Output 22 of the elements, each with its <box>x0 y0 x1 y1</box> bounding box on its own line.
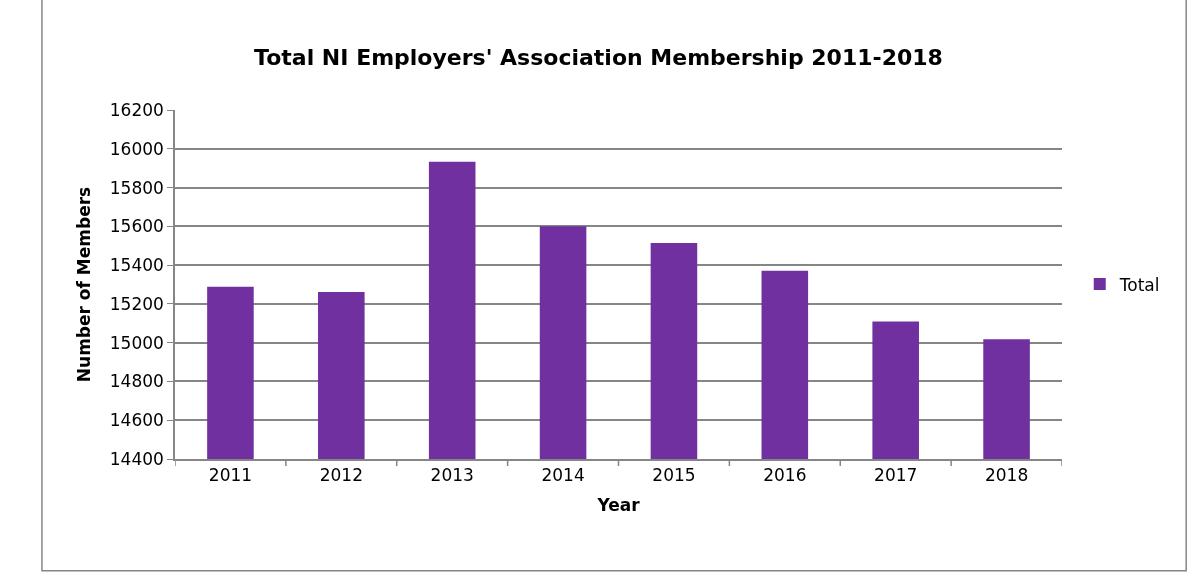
y-tick-label: 14800 <box>109 371 164 392</box>
x-tick-label: 2017 <box>874 465 918 486</box>
x-tick-label: 2013 <box>430 465 474 486</box>
legend-label: Total <box>1118 274 1160 295</box>
chart-title: Total NI Employers' Association Membership 2011-2018 <box>254 44 943 70</box>
y-tick-label: 15400 <box>109 255 164 276</box>
x-tick-label: 2014 <box>541 465 585 486</box>
x-axis-title: Year <box>596 495 641 516</box>
y-tick-label: 15600 <box>109 216 164 237</box>
x-tick-label: 2012 <box>319 465 363 486</box>
y-tick-label: 14600 <box>109 410 164 431</box>
x-tick-label: 2011 <box>208 465 253 486</box>
y-tick-label: 16000 <box>109 138 164 159</box>
y-axis-title: Number of Members <box>73 186 94 383</box>
y-tick-label: 16200 <box>109 99 164 120</box>
y-tick-label: 15000 <box>109 332 164 353</box>
x-tick-label: 2015 <box>652 465 696 486</box>
y-tick-label: 14400 <box>109 448 164 469</box>
x-tick-label: 2016 <box>763 465 807 486</box>
y-tick-label: 15200 <box>109 293 164 314</box>
x-tick-label: 2018 <box>984 465 1029 486</box>
y-tick-label: 15800 <box>109 177 164 198</box>
